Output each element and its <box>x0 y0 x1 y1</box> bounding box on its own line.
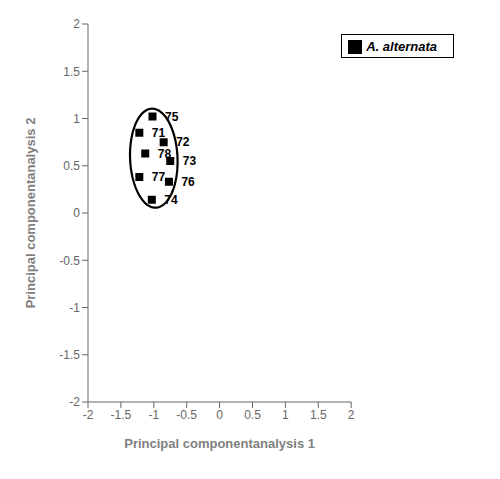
svg-text:Principal componentanalysis 2: Principal componentanalysis 2 <box>23 118 38 309</box>
svg-text:2: 2 <box>73 17 80 31</box>
svg-text:78: 78 <box>158 147 172 161</box>
svg-text:-0.5: -0.5 <box>59 254 80 268</box>
svg-text:0.5: 0.5 <box>63 159 80 173</box>
svg-text:71: 71 <box>152 126 166 140</box>
svg-text:-1: -1 <box>69 301 80 315</box>
svg-text:0.5: 0.5 <box>244 408 261 422</box>
html-text:A. alternata: A. alternata <box>366 39 437 54</box>
svg-text:0: 0 <box>216 408 223 422</box>
svg-text:73: 73 <box>183 154 197 168</box>
svg-text:1: 1 <box>282 408 289 422</box>
svg-text:76: 76 <box>181 175 195 189</box>
svg-text:74: 74 <box>164 193 178 207</box>
svg-text:1.5: 1.5 <box>310 408 327 422</box>
svg-text:-0.5: -0.5 <box>176 408 197 422</box>
svg-text:75: 75 <box>165 110 179 124</box>
svg-text:-1.5: -1.5 <box>111 408 132 422</box>
svg-text:-1.5: -1.5 <box>59 348 80 362</box>
svg-text:72: 72 <box>176 135 190 149</box>
svg-text:2: 2 <box>348 408 355 422</box>
svg-text:1.5: 1.5 <box>63 65 80 79</box>
svg-text:1: 1 <box>73 112 80 126</box>
svg-text:-1: -1 <box>148 408 159 422</box>
svg-text:-2: -2 <box>83 408 94 422</box>
svg-text:77: 77 <box>152 170 166 184</box>
svg-text:-2: -2 <box>69 395 80 409</box>
svg-text:Principal componentanalysis 1: Principal componentanalysis 1 <box>124 436 315 451</box>
svg-text:0: 0 <box>73 206 80 220</box>
